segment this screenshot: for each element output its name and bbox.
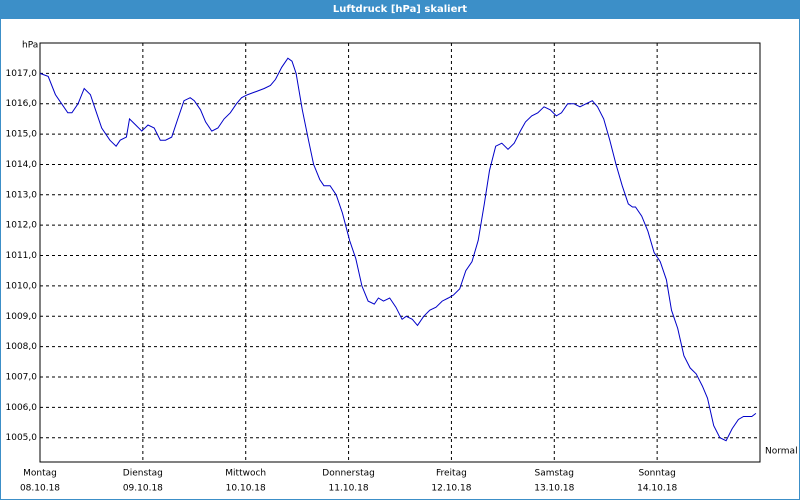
plot-border [39, 42, 761, 463]
y-tick-label: 1007,0 [6, 372, 38, 382]
x-tick-label: Montag [23, 469, 57, 479]
x-tick-date: 09.10.18 [123, 484, 163, 494]
x-tick-label: Freitag [436, 469, 467, 479]
y-tick-label: 1008,0 [6, 342, 38, 352]
y-tick-label: 1013,0 [6, 190, 38, 200]
x-tick-date: 14.10.18 [637, 484, 677, 494]
y-tick-label: 1005,0 [6, 433, 38, 443]
y-tick-label: 1017,0 [6, 69, 38, 79]
x-tick-date: 08.10.18 [20, 484, 60, 494]
y-tick-label: 1011,0 [6, 251, 38, 261]
y-tick-label: 1006,0 [6, 403, 38, 413]
x-tick-label: Mittwoch [225, 469, 266, 479]
y-axis-label: hPa [22, 41, 38, 51]
x-tick-date: 11.10.18 [329, 484, 369, 494]
x-tick-date: 10.10.18 [226, 484, 266, 494]
y-tick-label: 1012,0 [6, 221, 38, 231]
y-tick-label: 1010,0 [6, 281, 38, 291]
x-tick-label: Sonntag [638, 469, 675, 479]
y-tick-label: 1015,0 [6, 130, 38, 140]
window-title: Luftdruck [hPa] skaliert [1, 1, 799, 19]
y-tick-label: 1016,0 [6, 99, 38, 109]
y-tick-label: 1009,0 [6, 312, 38, 322]
line [39, 57, 757, 442]
x-tick-label: Dienstag [123, 469, 163, 479]
x-tick-label: Samstag [535, 469, 574, 479]
y-tick-label: 1014,0 [6, 160, 38, 170]
annotation: Normal [765, 447, 798, 457]
x-tick-label: Donnerstag [322, 469, 375, 479]
x-tick-date: 12.10.18 [431, 484, 471, 494]
x-tick-date: 13.10.18 [534, 484, 574, 494]
